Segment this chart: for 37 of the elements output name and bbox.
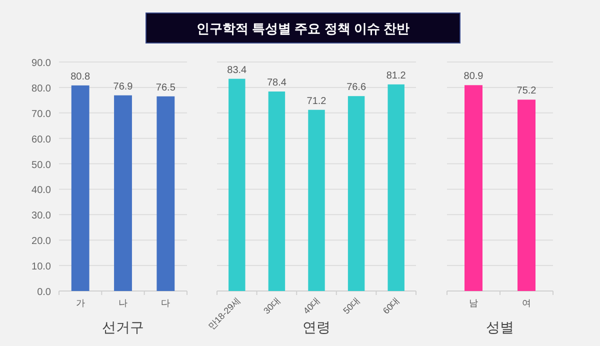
y-tick-label: 90.0 (32, 58, 52, 69)
data-label: 75.2 (516, 86, 537, 97)
y-tick-label: 50.0 (32, 160, 52, 171)
data-label: 83.4 (227, 64, 248, 76)
y-tick-label: 10.0 (32, 262, 52, 273)
bar (71, 85, 90, 291)
data-label: 80.9 (464, 71, 484, 82)
bar (268, 92, 286, 291)
x-axis-title: 성별 (486, 319, 514, 335)
bar (114, 95, 132, 291)
x-tick-label: 가 (76, 298, 85, 308)
x-tick-label: 여 (522, 298, 531, 308)
data-label: 71.2 (306, 96, 327, 107)
y-tick-label: 30.0 (32, 210, 52, 222)
x-axis-title: 선거구 (102, 319, 144, 335)
bar (156, 96, 175, 291)
chart-title: 인구학적 특성별 주요 정책 이슈 찬반 (196, 21, 410, 36)
x-axis-title: 연령 (302, 319, 330, 335)
data-label: 80.8 (70, 71, 90, 82)
bar (348, 96, 365, 291)
y-tick-label: 0.0 (37, 287, 52, 298)
y-tick-label: 40.0 (32, 185, 52, 196)
x-tick-label: 나 (118, 298, 128, 308)
data-label: 81.2 (386, 70, 406, 82)
bar (388, 84, 404, 291)
data-label: 76.5 (156, 82, 176, 94)
y-tick-label: 70.0 (32, 108, 52, 120)
y-tick-label: 80.0 (32, 83, 52, 94)
data-label: 78.4 (266, 78, 287, 89)
data-label: 76.9 (113, 81, 134, 92)
bar (228, 78, 246, 291)
data-label: 76.6 (346, 82, 366, 94)
x-tick-label: 다 (161, 298, 170, 308)
bar (308, 110, 325, 291)
y-tick-label: 60.0 (32, 134, 52, 146)
x-tick-label: 남 (469, 298, 478, 308)
y-tick-label: 20.0 (32, 236, 52, 248)
